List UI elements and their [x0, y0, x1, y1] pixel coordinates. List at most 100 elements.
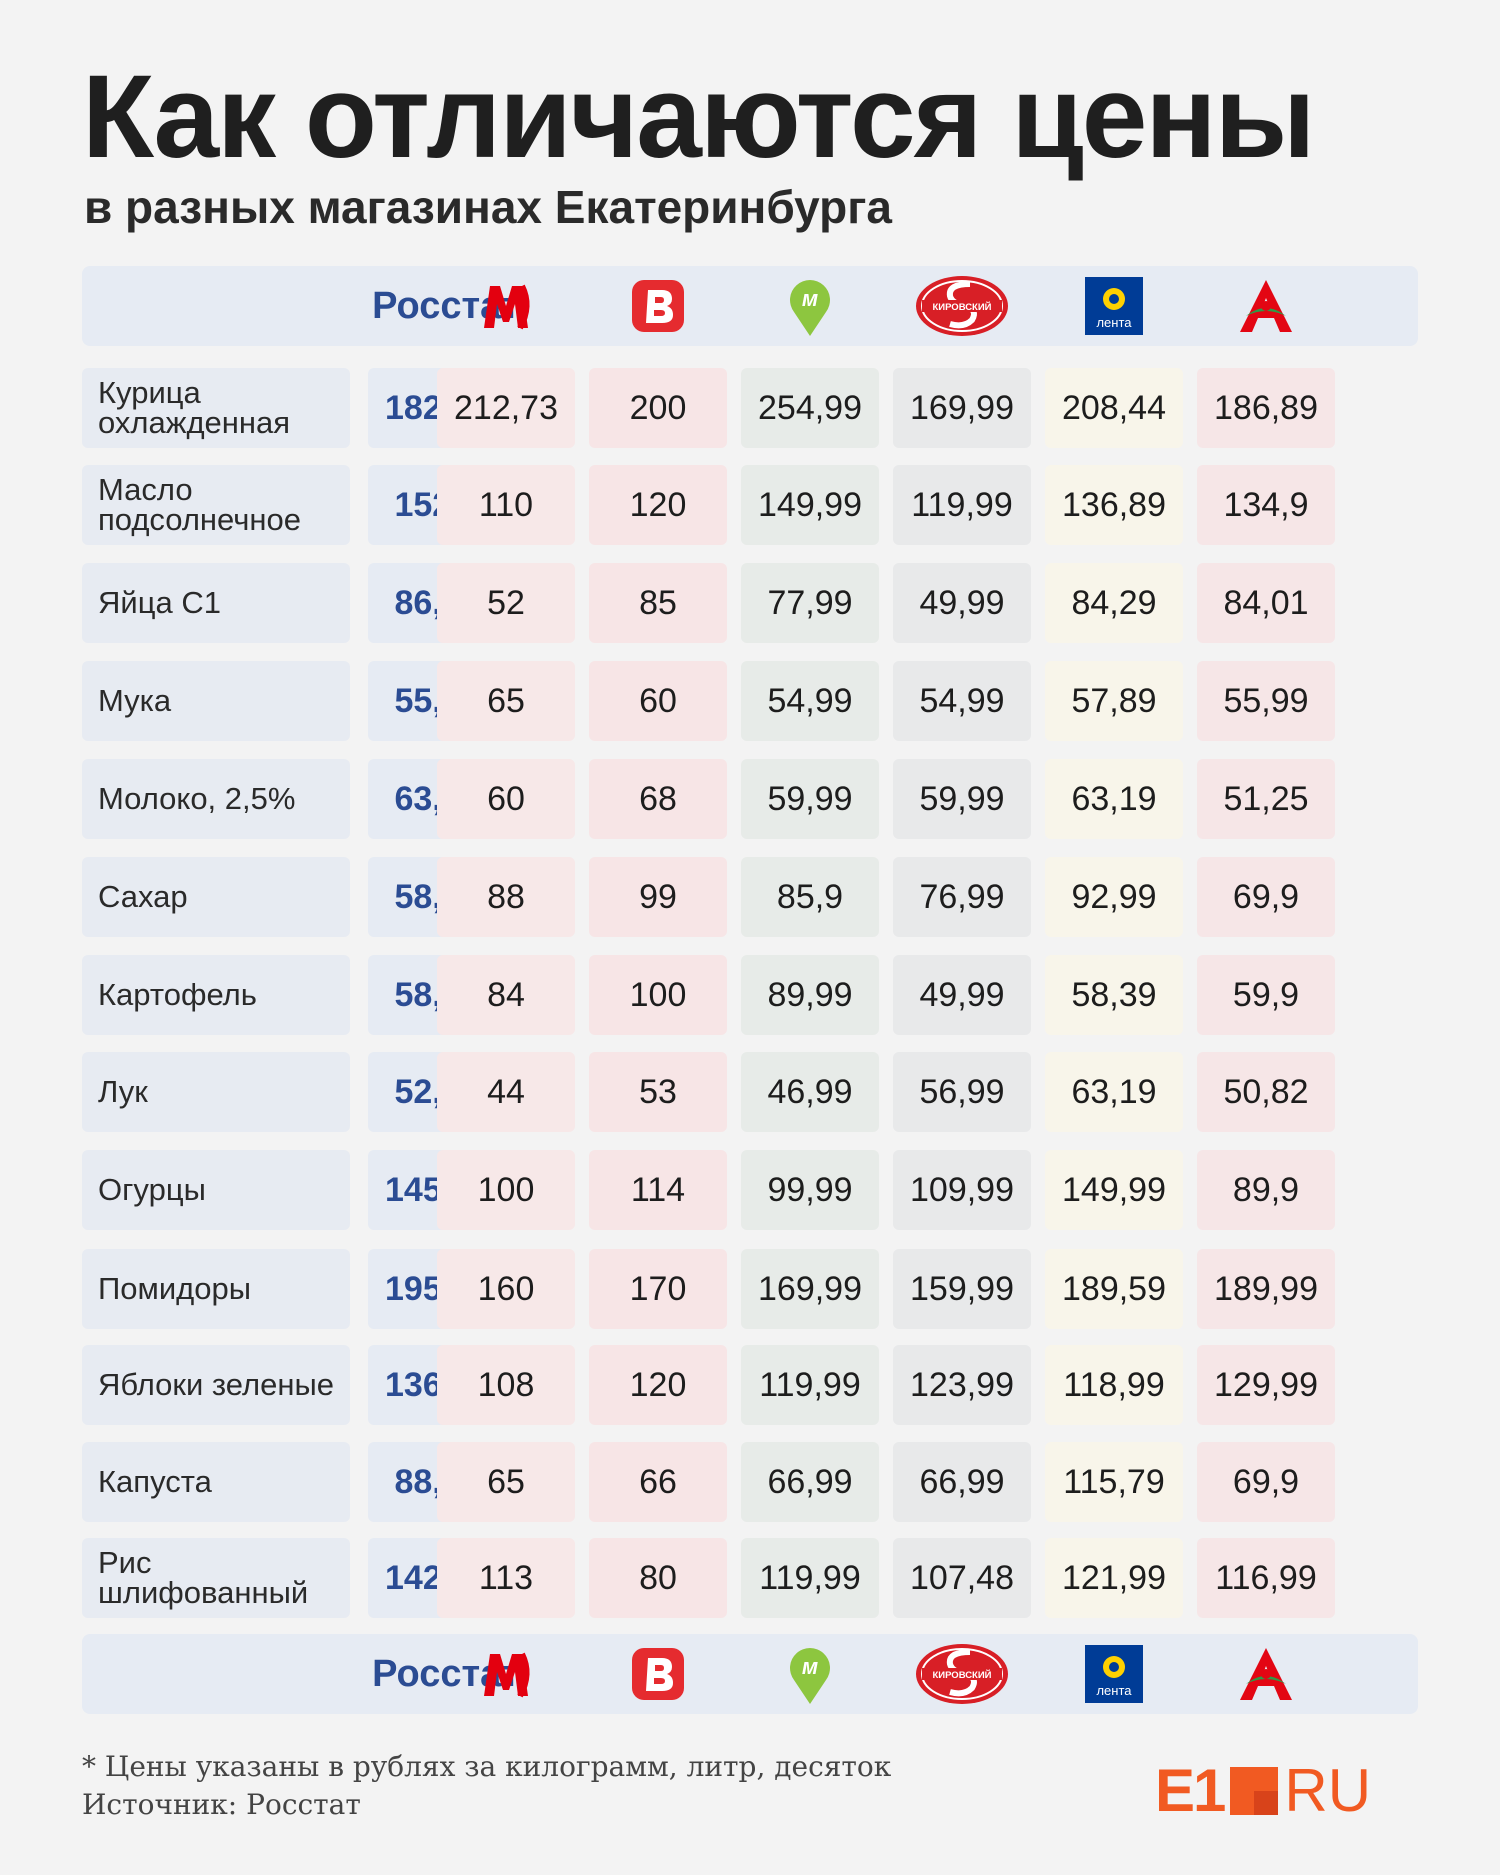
price-monetka: 66,99	[741, 1442, 879, 1522]
monetka-logo-icon: м	[741, 1634, 879, 1714]
price-monetka: 77,99	[741, 563, 879, 643]
price-kirovsky: 66,99	[893, 1442, 1031, 1522]
price-kirovsky: 76,99	[893, 857, 1031, 937]
price-monetka: 89,99	[741, 955, 879, 1035]
price-auchan: 186,89	[1197, 368, 1335, 448]
verny-logo-icon	[589, 1634, 727, 1714]
price-magnit: 160	[437, 1249, 575, 1329]
price-lenta: 58,39	[1045, 955, 1183, 1035]
price-verny: 200	[589, 368, 727, 448]
price-kirovsky: 123,99	[893, 1345, 1031, 1425]
price-monetka: 119,99	[741, 1345, 879, 1425]
lenta-logo-icon: лента	[1045, 266, 1183, 346]
table-row: Яблоки зеленые136,31108120119,99123,9911…	[82, 1345, 1418, 1425]
kirovsky-logo-icon: КИРОВСКИЙ	[893, 266, 1031, 346]
price-kirovsky: 54,99	[893, 661, 1031, 741]
page-title: Как отличаются цены	[82, 51, 1315, 183]
price-lenta: 84,29	[1045, 563, 1183, 643]
price-verny: 120	[589, 1345, 727, 1425]
price-kirovsky: 59,99	[893, 759, 1031, 839]
price-lenta: 63,19	[1045, 759, 1183, 839]
e1-logo-text: E1	[1155, 1757, 1226, 1824]
table-row: Помидоры195,02160170169,99159,99189,5918…	[82, 1249, 1418, 1329]
price-magnit: 52	[437, 563, 575, 643]
price-auchan: 189,99	[1197, 1249, 1335, 1329]
price-verny: 114	[589, 1150, 727, 1230]
price-monetka: 254,99	[741, 368, 879, 448]
verny-logo-icon	[589, 266, 727, 346]
table-row: Курица охлажденная182,99212,73200254,991…	[82, 368, 1418, 448]
svg-text:м: м	[802, 1654, 818, 1679]
product-name: Яйца С1	[82, 563, 350, 643]
price-verny: 53	[589, 1052, 727, 1132]
table-row: Масло подсолнечное152,9110120149,99119,9…	[82, 465, 1418, 545]
price-verny: 85	[589, 563, 727, 643]
price-auchan: 69,9	[1197, 857, 1335, 937]
product-name: Картофель	[82, 955, 350, 1035]
price-auchan: 51,25	[1197, 759, 1335, 839]
footnote-units: * Цены указаны в рублях за килограмм, ли…	[82, 1750, 892, 1783]
price-auchan: 84,01	[1197, 563, 1335, 643]
price-verny: 60	[589, 661, 727, 741]
price-kirovsky: 109,99	[893, 1150, 1031, 1230]
price-magnit: 108	[437, 1345, 575, 1425]
price-auchan: 59,9	[1197, 955, 1335, 1035]
svg-text:лента: лента	[1096, 315, 1132, 330]
svg-text:КИРОВСКИЙ: КИРОВСКИЙ	[932, 1669, 991, 1681]
price-verny: 100	[589, 955, 727, 1035]
price-monetka: 59,99	[741, 759, 879, 839]
price-kirovsky: 159,99	[893, 1249, 1031, 1329]
price-kirovsky: 169,99	[893, 368, 1031, 448]
price-monetka: 85,9	[741, 857, 879, 937]
table-row: Рис шлифованный142,5511380119,99107,4812…	[82, 1538, 1418, 1618]
magnit-logo-icon	[437, 266, 575, 346]
price-magnit: 60	[437, 759, 575, 839]
price-magnit: 88	[437, 857, 575, 937]
price-monetka: 99,99	[741, 1150, 879, 1230]
price-lenta: 63,19	[1045, 1052, 1183, 1132]
footnote-source: Источник: Росстат	[82, 1788, 361, 1821]
price-verny: 68	[589, 759, 727, 839]
price-monetka: 54,99	[741, 661, 879, 741]
price-lenta: 92,99	[1045, 857, 1183, 937]
price-verny: 170	[589, 1249, 727, 1329]
price-lenta: 115,79	[1045, 1442, 1183, 1522]
svg-text:лента: лента	[1096, 1683, 1132, 1698]
product-name: Лук	[82, 1052, 350, 1132]
price-monetka: 149,99	[741, 465, 879, 545]
price-auchan: 129,99	[1197, 1345, 1335, 1425]
price-monetka: 119,99	[741, 1538, 879, 1618]
product-name: Огурцы	[82, 1150, 350, 1230]
price-monetka: 169,99	[741, 1249, 879, 1329]
product-name: Масло подсолнечное	[82, 465, 350, 545]
e1-logo: E1 RU	[1155, 1756, 1371, 1825]
price-verny: 120	[589, 465, 727, 545]
price-verny: 99	[589, 857, 727, 937]
magnit-logo-icon	[437, 1634, 575, 1714]
price-lenta: 149,99	[1045, 1150, 1183, 1230]
product-name: Мука	[82, 661, 350, 741]
price-lenta: 57,89	[1045, 661, 1183, 741]
price-magnit: 110	[437, 465, 575, 545]
page-subtitle: в разных магазинах Екатеринбурга	[84, 181, 892, 233]
product-name: Капуста	[82, 1442, 350, 1522]
price-verny: 80	[589, 1538, 727, 1618]
svg-text:КИРОВСКИЙ: КИРОВСКИЙ	[932, 301, 991, 313]
svg-text:м: м	[802, 286, 818, 311]
price-lenta: 208,44	[1045, 368, 1183, 448]
price-kirovsky: 107,48	[893, 1538, 1031, 1618]
footnote: * Цены указаны в рублях за килограмм, ли…	[82, 1748, 891, 1824]
kirovsky-logo-icon: КИРОВСКИЙ	[893, 1634, 1031, 1714]
price-magnit: 113	[437, 1538, 575, 1618]
price-kirovsky: 49,99	[893, 955, 1031, 1035]
price-kirovsky: 56,99	[893, 1052, 1031, 1132]
auchan-logo-icon	[1197, 266, 1335, 346]
product-name: Помидоры	[82, 1249, 350, 1329]
auchan-logo-icon	[1197, 1634, 1335, 1714]
product-name: Яблоки зеленые	[82, 1345, 350, 1425]
